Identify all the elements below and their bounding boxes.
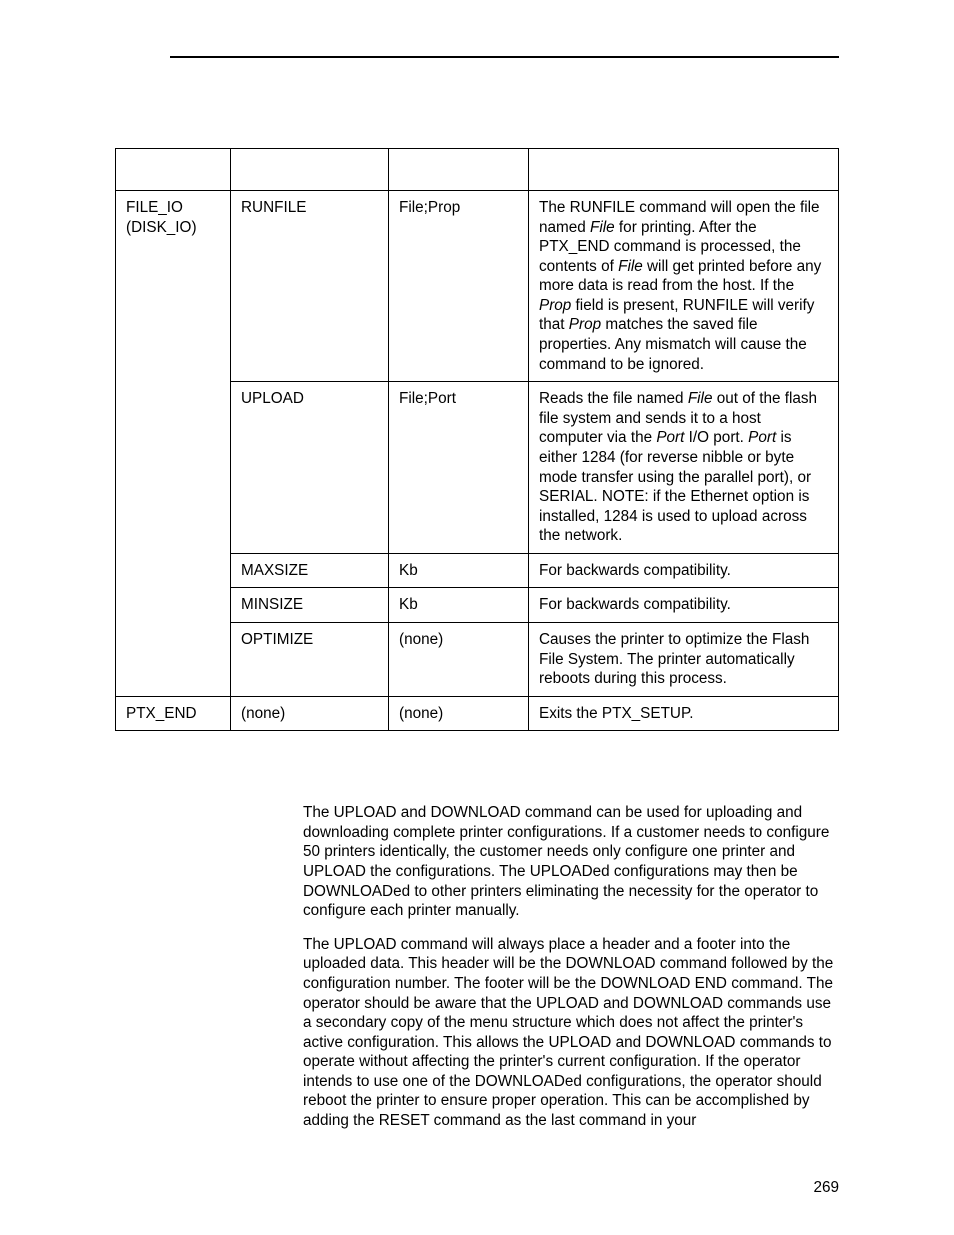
action-cell: OPTIMIZE (231, 622, 389, 696)
table-row: PTX_END (none) (none) Exits the PTX_SETU… (116, 696, 839, 731)
header-cell (116, 149, 231, 191)
header-cell (389, 149, 529, 191)
desc-cell: The RUNFILE command will open the file n… (529, 191, 839, 382)
action-cell: MINSIZE (231, 588, 389, 623)
table-row: FILE_IO (DISK_IO) RUNFILE File;Prop The … (116, 191, 839, 382)
param-cell: (none) (389, 622, 529, 696)
header-rule (170, 56, 839, 58)
action-cell: (none) (231, 696, 389, 731)
desc-cell: For backwards compatibility. (529, 588, 839, 623)
command-cell: FILE_IO (DISK_IO) (116, 191, 231, 697)
param-cell: File;Port (389, 382, 529, 554)
param-cell: File;Prop (389, 191, 529, 382)
desc-italic: File (688, 390, 713, 407)
header-cell (529, 149, 839, 191)
body-text: The UPLOAD and DOWNLOAD command can be u… (303, 803, 839, 1130)
desc-italic: File (590, 219, 615, 236)
desc-italic: File (618, 258, 643, 275)
command-text: FILE_IO (DISK_IO) (126, 199, 197, 236)
desc-italic: Prop (539, 297, 571, 314)
paragraph: The UPLOAD command will always place a h… (303, 935, 839, 1131)
desc-italic: Port (748, 429, 776, 446)
header-cell (231, 149, 389, 191)
desc-text: is either 1284 (for reverse nibble or by… (539, 429, 811, 544)
command-cell: PTX_END (116, 696, 231, 731)
desc-cell: For backwards compatibility. (529, 553, 839, 588)
desc-cell: Reads the file named File out of the fla… (529, 382, 839, 554)
command-table: FILE_IO (DISK_IO) RUNFILE File;Prop The … (115, 148, 839, 731)
paragraph: The UPLOAD and DOWNLOAD command can be u… (303, 803, 839, 920)
desc-text: Reads the file named (539, 390, 688, 407)
page-number: 269 (813, 1179, 839, 1197)
param-cell: Kb (389, 553, 529, 588)
action-cell: UPLOAD (231, 382, 389, 554)
action-cell: MAXSIZE (231, 553, 389, 588)
desc-italic: Prop (569, 316, 601, 333)
param-cell: (none) (389, 696, 529, 731)
page: FILE_IO (DISK_IO) RUNFILE File;Prop The … (0, 0, 954, 1235)
desc-text: I/O port. (684, 429, 748, 446)
desc-italic: Port (656, 429, 684, 446)
desc-cell: Exits the PTX_SETUP. (529, 696, 839, 731)
param-cell: Kb (389, 588, 529, 623)
action-cell: RUNFILE (231, 191, 389, 382)
desc-cell: Causes the printer to optimize the Flash… (529, 622, 839, 696)
table-header-row (116, 149, 839, 191)
